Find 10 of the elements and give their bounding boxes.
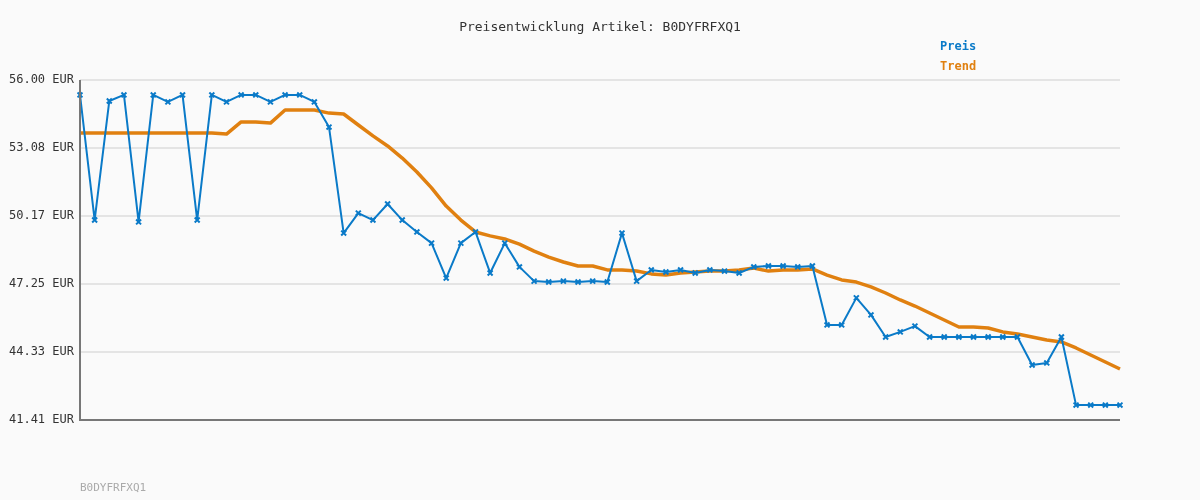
y-tick-label: 56.00 EUR — [8, 72, 75, 87]
y-tick-label: 50.17 EUR — [8, 207, 75, 222]
y-tick-label: 41.41 EUR — [8, 412, 75, 427]
text: Preis — [940, 39, 977, 54]
chart-title: Preisentwicklung Artikel: B0DYFRFXQ1 — [459, 19, 741, 35]
text: B0DYFRFXQ1 — [80, 480, 147, 494]
y-tick-label: 44.33 EUR — [8, 344, 75, 359]
y-tick-label: 53.08 EUR — [8, 140, 75, 155]
y-tick-label: 47.25 EUR — [8, 276, 75, 291]
text: Trend — [940, 59, 977, 74]
